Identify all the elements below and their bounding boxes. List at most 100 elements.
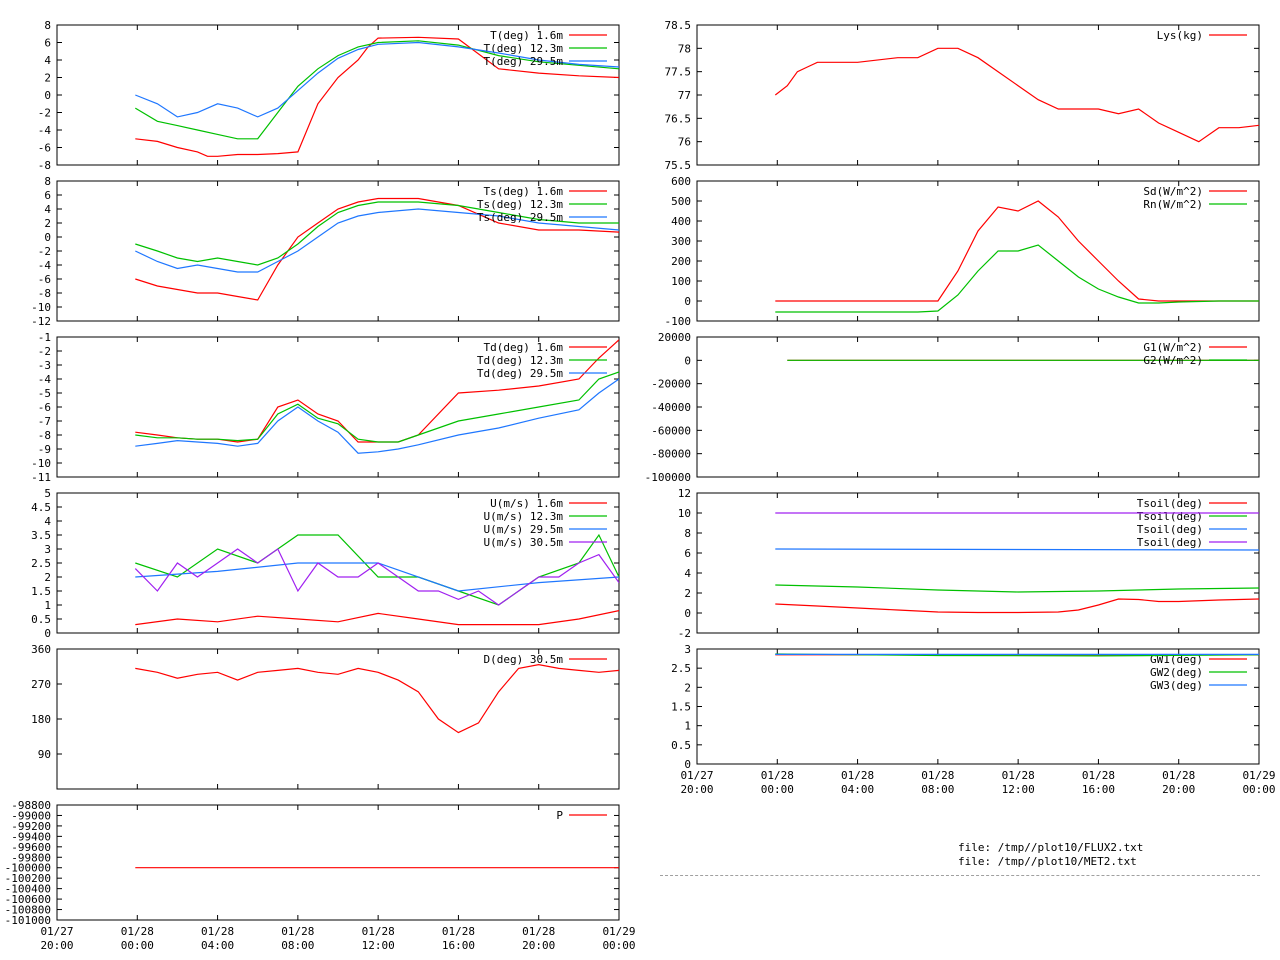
y-tick-label: 8 (684, 527, 691, 540)
y-tick-label: 0.5 (671, 739, 691, 752)
series-line-t-2 (135, 41, 619, 118)
x-tick-label: 16:00 (1082, 783, 1115, 796)
series-line-lys-0 (774, 47, 1259, 143)
y-tick-label: -100600 (5, 893, 51, 906)
y-tick-label: 5 (44, 487, 51, 500)
y-tick-label: 0.5 (31, 613, 51, 626)
legend-label: G2(W/m^2) (1143, 354, 1203, 367)
y-tick-label: 2.5 (671, 662, 691, 675)
y-tick-label: -100 (665, 315, 692, 328)
x-tick-label: 01/29 (602, 925, 635, 938)
y-tick-label: 1 (44, 599, 51, 612)
y-tick-label: 1 (684, 720, 691, 733)
x-tick-label: 01/28 (841, 769, 874, 782)
plot-frame (696, 24, 1260, 166)
y-tick-label: 78 (678, 42, 691, 55)
legend-label: U(m/s) 1.6m (490, 497, 563, 510)
panel-u: 00.511.522.533.544.55 U(m/s) 1.6mU(m/s) 1… (31, 487, 620, 640)
x-tick-label: 00:00 (761, 783, 794, 796)
y-tick-label: 2 (44, 72, 51, 85)
x-tick-label: 01/29 (1242, 769, 1275, 782)
y-tick-label: -100800 (5, 904, 51, 917)
legend-label: Ts(deg) 29.5m (477, 211, 563, 224)
y-tick-label: 6 (44, 37, 51, 50)
x-tick-label: 00:00 (602, 939, 635, 952)
y-tick-label: 1.5 (671, 701, 691, 714)
panel-rad: -100 0 100 200 300 400 500 600 Sd(W/m^2)Rn(W/m^2… (665, 175, 1260, 328)
x-tick-label: 16:00 (442, 939, 475, 952)
x-tick-label: 01/28 (201, 925, 234, 938)
x-tick-label: 01/28 (1002, 769, 1035, 782)
y-tick-label: 500 (671, 195, 691, 208)
legend-label: T(deg) 12.3m (484, 42, 564, 55)
y-tick-label: 4 (684, 567, 691, 580)
x-tick-label: 04:00 (201, 939, 234, 952)
y-tick-label: -99400 (11, 830, 51, 843)
y-tick-label: 1.5 (31, 585, 51, 598)
y-tick-label: -100000 (5, 862, 51, 875)
y-tick-label: 77 (678, 89, 691, 102)
y-tick-label: 3 (684, 643, 691, 656)
x-tick-label: 04:00 (841, 783, 874, 796)
legend-label: Ts(deg) 12.3m (477, 198, 563, 211)
y-tick-label: 3.5 (31, 529, 51, 542)
series-line-u-0 (135, 610, 619, 626)
y-tick-label: 77.5 (665, 66, 692, 79)
legend-label: Td(deg) 12.3m (477, 354, 563, 367)
y-tick-label: 8 (44, 175, 51, 188)
legend-label: Tsoil(deg) (1137, 497, 1203, 510)
y-tick-label: 400 (671, 215, 691, 228)
y-tick-label: 270 (31, 678, 51, 691)
series-line-tsoil-0 (775, 598, 1259, 614)
y-tick-label: -99800 (11, 851, 51, 864)
y-tick-label: 4.5 (31, 501, 51, 514)
y-tick-label: -100400 (5, 883, 51, 896)
y-tick-label: -3 (38, 359, 51, 372)
x-tick-label: 08:00 (921, 783, 954, 796)
plot-frame (696, 180, 1260, 322)
legend-label: P (556, 809, 563, 822)
y-tick-label: -8 (38, 159, 51, 172)
y-tick-label: 90 (38, 748, 51, 761)
series-line-ts-2 (135, 208, 619, 273)
y-tick-label: 2.5 (31, 557, 51, 570)
x-tick-label: 00:00 (121, 939, 154, 952)
legend-label: Tsoil(deg) (1137, 536, 1203, 549)
legend-label: U(m/s) 29.5m (484, 523, 564, 536)
series-line-t-1 (134, 40, 619, 140)
file-annotations: file: /tmp//plot10/FLUX2.txt file: /tmp/… (958, 841, 1143, 869)
series-line-dir-0 (135, 663, 619, 734)
y-tick-label: 2 (44, 217, 51, 230)
y-tick-label: 0 (684, 758, 691, 771)
y-tick-label: 0 (44, 89, 51, 102)
y-tick-label: -1 (38, 331, 51, 344)
panel-gw: 00.511.522.5301/2720:0001/2800:0001/2804… (671, 643, 1275, 796)
panel-dir: 90 180 270 360 D(deg) 30.5m (31, 643, 620, 790)
x-tick-label: 01/28 (281, 925, 314, 938)
legend-label: U(m/s) 12.3m (484, 510, 564, 523)
legend-label: Td(deg) 29.5m (477, 367, 563, 380)
x-tick-label: 01/27 (680, 769, 713, 782)
x-tick-label: 01/28 (362, 925, 395, 938)
y-tick-label: 600 (671, 175, 691, 188)
series-line-td-1 (135, 371, 619, 443)
legend-label: U(m/s) 30.5m (484, 536, 564, 549)
y-tick-label: 6 (44, 189, 51, 202)
legend-label: Tsoil(deg) (1137, 523, 1203, 536)
y-tick-label: -12 (31, 315, 51, 328)
legend-label: T(deg) 1.6m (490, 29, 563, 42)
y-tick-label: 180 (31, 713, 51, 726)
x-tick-label: 01/28 (921, 769, 954, 782)
y-tick-label: -5 (38, 387, 51, 400)
x-tick-label: 20:00 (1162, 783, 1195, 796)
y-tick-label: -8 (38, 429, 51, 442)
plot-frame (56, 804, 620, 921)
legend-label: Lys(kg) (1157, 29, 1203, 42)
y-tick-label: -8 (38, 287, 51, 300)
x-tick-label: 01/28 (761, 769, 794, 782)
plot-frame (696, 492, 1260, 634)
y-tick-label: 10 (678, 507, 691, 520)
y-tick-label: 360 (31, 643, 51, 656)
